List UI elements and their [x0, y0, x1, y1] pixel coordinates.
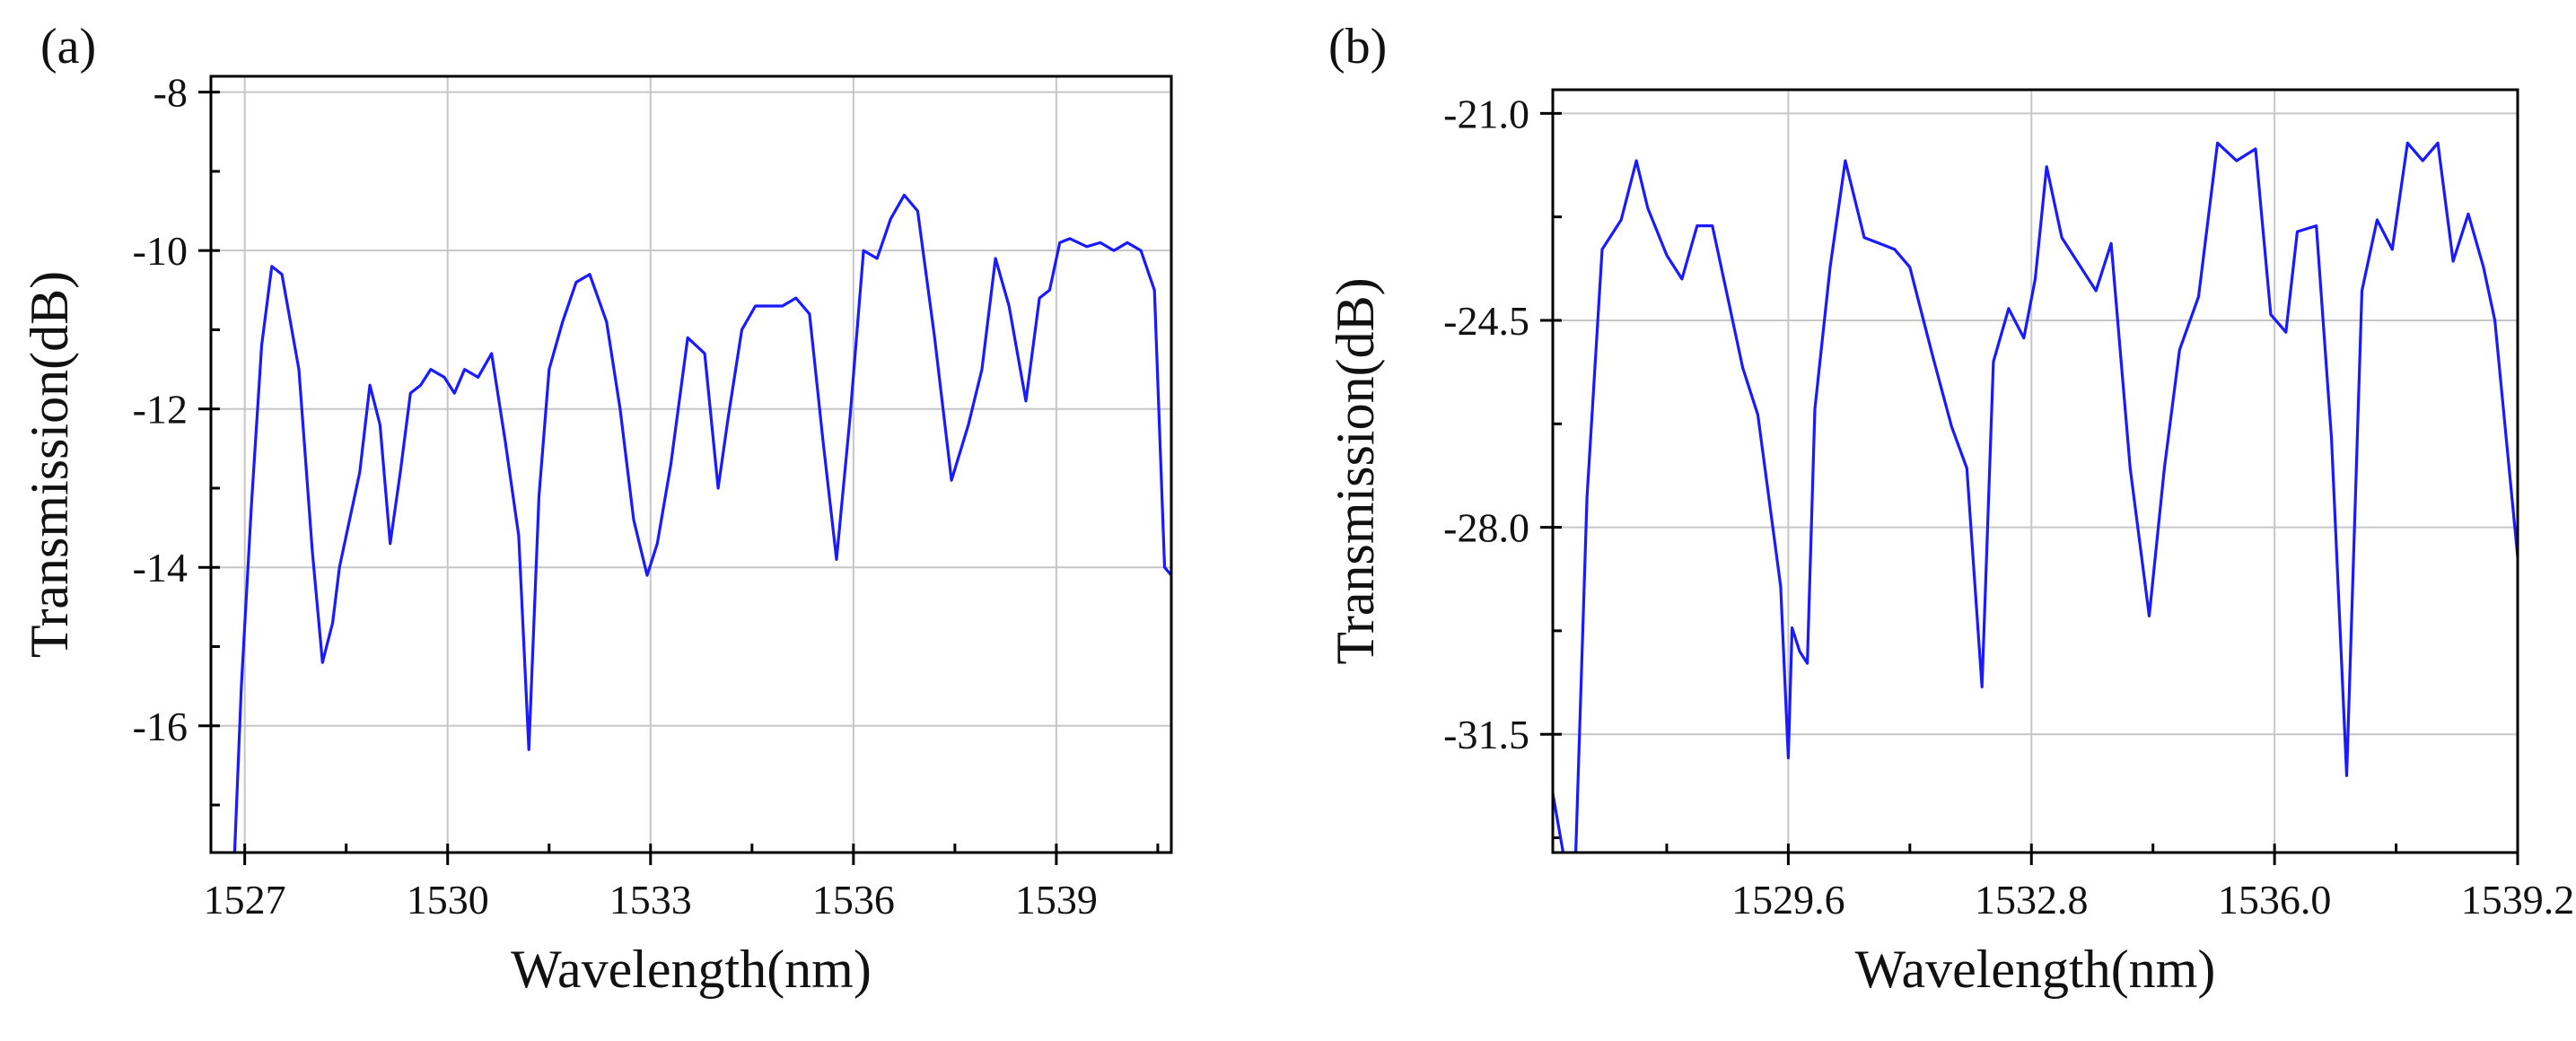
y-tick-label: -21.0 [1443, 91, 1529, 136]
series-line-transmission [232, 193, 1171, 853]
panel-label: (b) [1328, 19, 1387, 74]
x-tick-label: 1533 [609, 877, 692, 923]
x-tick-label: 1539 [1015, 877, 1098, 923]
y-tick-label: -31.5 [1443, 712, 1529, 757]
y-tick-label: -16 [133, 704, 188, 749]
x-tick-label: 1532.8 [1975, 877, 2089, 923]
y-tick-label: -24.5 [1443, 298, 1529, 344]
x-tick-label: 1536.0 [2218, 877, 2332, 923]
y-tick-label: -12 [133, 387, 188, 433]
x-tick-label: 1539.2 [2461, 877, 2575, 923]
y-axis-label: Transmission(dB) [1326, 277, 1385, 664]
y-tick-label: -28.0 [1443, 505, 1529, 551]
x-tick-label: 1529.6 [1731, 877, 1845, 923]
plot-frame [1551, 88, 2519, 854]
panel-label: (a) [40, 19, 96, 74]
x-axis-label: Wavelength(nm) [511, 940, 872, 999]
x-axis-label: Wavelength(nm) [1855, 940, 2216, 999]
panel-a: 1527 1530 1533 1536 1539 -8 -10 -12 -14 -16 Wavele… [20, 19, 1173, 999]
y-axis-label: Transmission(dB) [20, 271, 79, 658]
y-tick-label: -14 [133, 545, 188, 590]
y-tick-label: -8 [153, 70, 188, 116]
x-tick-label: 1536 [812, 877, 895, 923]
x-tick-label: 1527 [204, 877, 286, 923]
y-tick-label: -10 [133, 228, 188, 274]
panel-b: 1529.6 1532.8 1536.0 1539.2 -21.0 -24.5 -28.0 -… [1326, 19, 2574, 999]
series-line-transmission [1553, 141, 2518, 853]
x-tick-label: 1530 [407, 877, 489, 923]
plot-frame [209, 74, 1173, 854]
